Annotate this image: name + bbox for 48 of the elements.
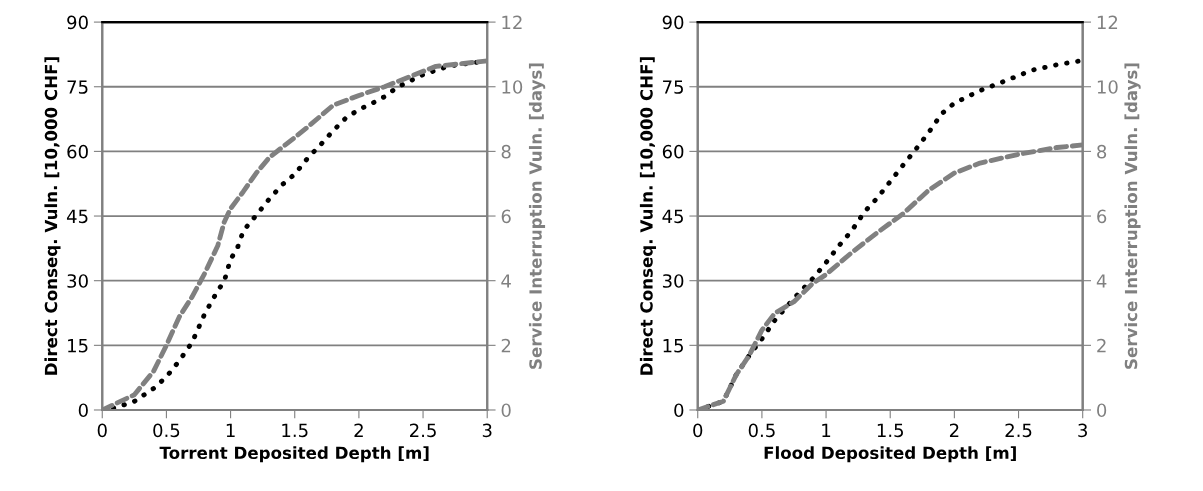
y-tick-label: 90 <box>67 15 88 30</box>
x-tick-label: 3 <box>482 423 492 438</box>
y2-tick-label: 6 <box>1097 209 1107 224</box>
y-tick-label: 75 <box>67 80 88 94</box>
x-tick-label: 2 <box>949 423 959 437</box>
y-tick-label: 30 <box>67 274 88 288</box>
y2-tick-label: 10 <box>1097 80 1118 94</box>
y2-tick-label: 8 <box>1097 144 1107 159</box>
y2-tick-label: 2 <box>501 338 511 353</box>
x-tick-label: 0 <box>693 423 703 438</box>
x-tick-label: 1.5 <box>282 423 308 438</box>
y2-axis-title: Service Interruption Vuln. [days] <box>1124 63 1141 369</box>
y2-tick-label: 10 <box>502 80 523 94</box>
y2-tick-label: 0 <box>501 403 511 418</box>
y2-tick-label: 2 <box>1097 338 1106 353</box>
x-tick-label: 1.5 <box>877 423 903 438</box>
y2-tick-label: 4 <box>1096 274 1107 288</box>
y-tick-label: 90 <box>662 15 684 30</box>
y-tick-label: 0 <box>78 403 88 418</box>
x-tick-label: 2 <box>354 423 363 437</box>
y-tick-label: 60 <box>67 144 88 159</box>
y2-tick-label: 12 <box>1097 15 1118 29</box>
x-tick-label: 0.5 <box>153 423 180 438</box>
x-tick-label: 0 <box>97 423 107 438</box>
y2-tick-label: 12 <box>502 15 522 29</box>
x-tick-label: 3 <box>1078 423 1087 438</box>
x-tick-label: 0.5 <box>748 423 775 438</box>
x-tick-label: 2.5 <box>410 423 436 438</box>
y-tick-label: 15 <box>663 339 683 353</box>
x-tick-label: 2.5 <box>1005 423 1032 438</box>
y-tick-label: 60 <box>662 144 684 159</box>
y-tick-label: 15 <box>68 339 88 353</box>
x-axis-title: Flood Deposited Depth [m] <box>764 446 1016 463</box>
y2-tick-label: 4 <box>501 274 511 288</box>
y2-tick-label: 0 <box>1097 403 1107 418</box>
y-tick-label: 75 <box>663 80 683 94</box>
y-tick-label: 30 <box>662 274 684 288</box>
x-tick-label: 1 <box>226 423 235 437</box>
y-tick-label: 0 <box>674 403 684 418</box>
y2-tick-label: 8 <box>501 144 511 159</box>
y-tick-label: 45 <box>66 209 88 224</box>
y-tick-label: 45 <box>662 209 683 224</box>
x-tick-label: 1 <box>822 423 831 437</box>
y-axis-title: Direct Conseq. Vuln. [10,000 CHF] <box>44 57 61 375</box>
x-axis-title: Torrent Deposited Depth [m] <box>159 446 429 463</box>
y-axis-title: Direct Conseq. Vuln. [10,000 CHF] <box>639 57 657 375</box>
y2-tick-label: 6 <box>501 209 511 224</box>
y2-axis-title: Service Interruption Vuln. [days] <box>528 63 546 369</box>
